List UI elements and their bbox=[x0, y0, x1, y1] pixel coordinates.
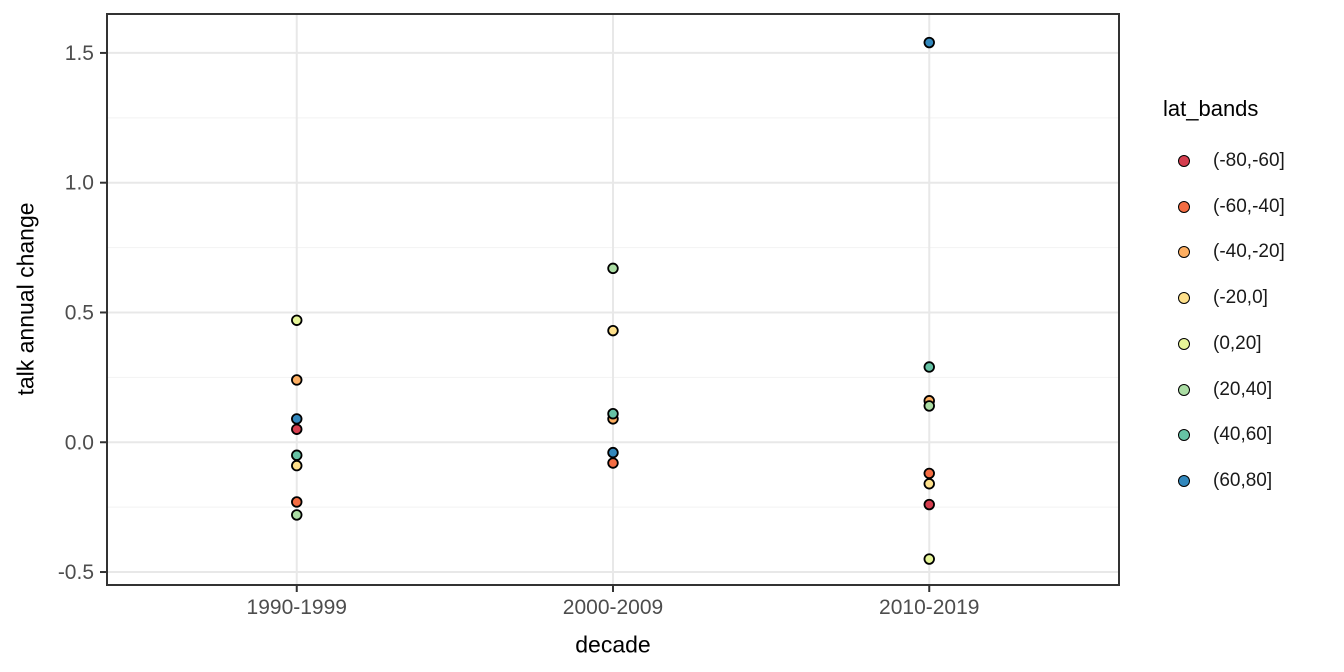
data-point bbox=[923, 478, 935, 490]
data-point bbox=[923, 467, 935, 480]
y-tick-label: 0.0 bbox=[65, 431, 94, 454]
x-axis-title: decade bbox=[575, 631, 651, 658]
x-tick-label: 2010-2019 bbox=[879, 596, 979, 619]
x-tick-label: 2000-2009 bbox=[563, 596, 663, 619]
data-point bbox=[291, 459, 303, 472]
y-tick-label: 1.0 bbox=[65, 172, 94, 195]
data-point bbox=[923, 498, 935, 511]
data-point bbox=[923, 400, 935, 412]
y-tick-label: 1.5 bbox=[65, 42, 94, 65]
data-point bbox=[291, 509, 303, 521]
x-tick-label: 1990-1999 bbox=[247, 596, 347, 619]
data-point bbox=[291, 496, 303, 508]
data-point bbox=[923, 361, 935, 373]
data-point bbox=[923, 553, 935, 565]
data-point bbox=[291, 449, 303, 461]
data-point bbox=[291, 413, 303, 425]
data-point bbox=[923, 36, 935, 49]
data-point bbox=[291, 314, 303, 326]
data-point bbox=[607, 408, 619, 420]
data-point bbox=[607, 446, 619, 459]
y-tick-label: 0.5 bbox=[65, 301, 94, 324]
data-point bbox=[607, 457, 619, 469]
y-tick-label: -0.5 bbox=[58, 561, 94, 584]
data-point bbox=[607, 262, 619, 275]
y-axis-title: talk annual change bbox=[12, 202, 39, 396]
data-point bbox=[291, 423, 303, 435]
data-point bbox=[607, 324, 619, 337]
data-point bbox=[291, 374, 303, 386]
